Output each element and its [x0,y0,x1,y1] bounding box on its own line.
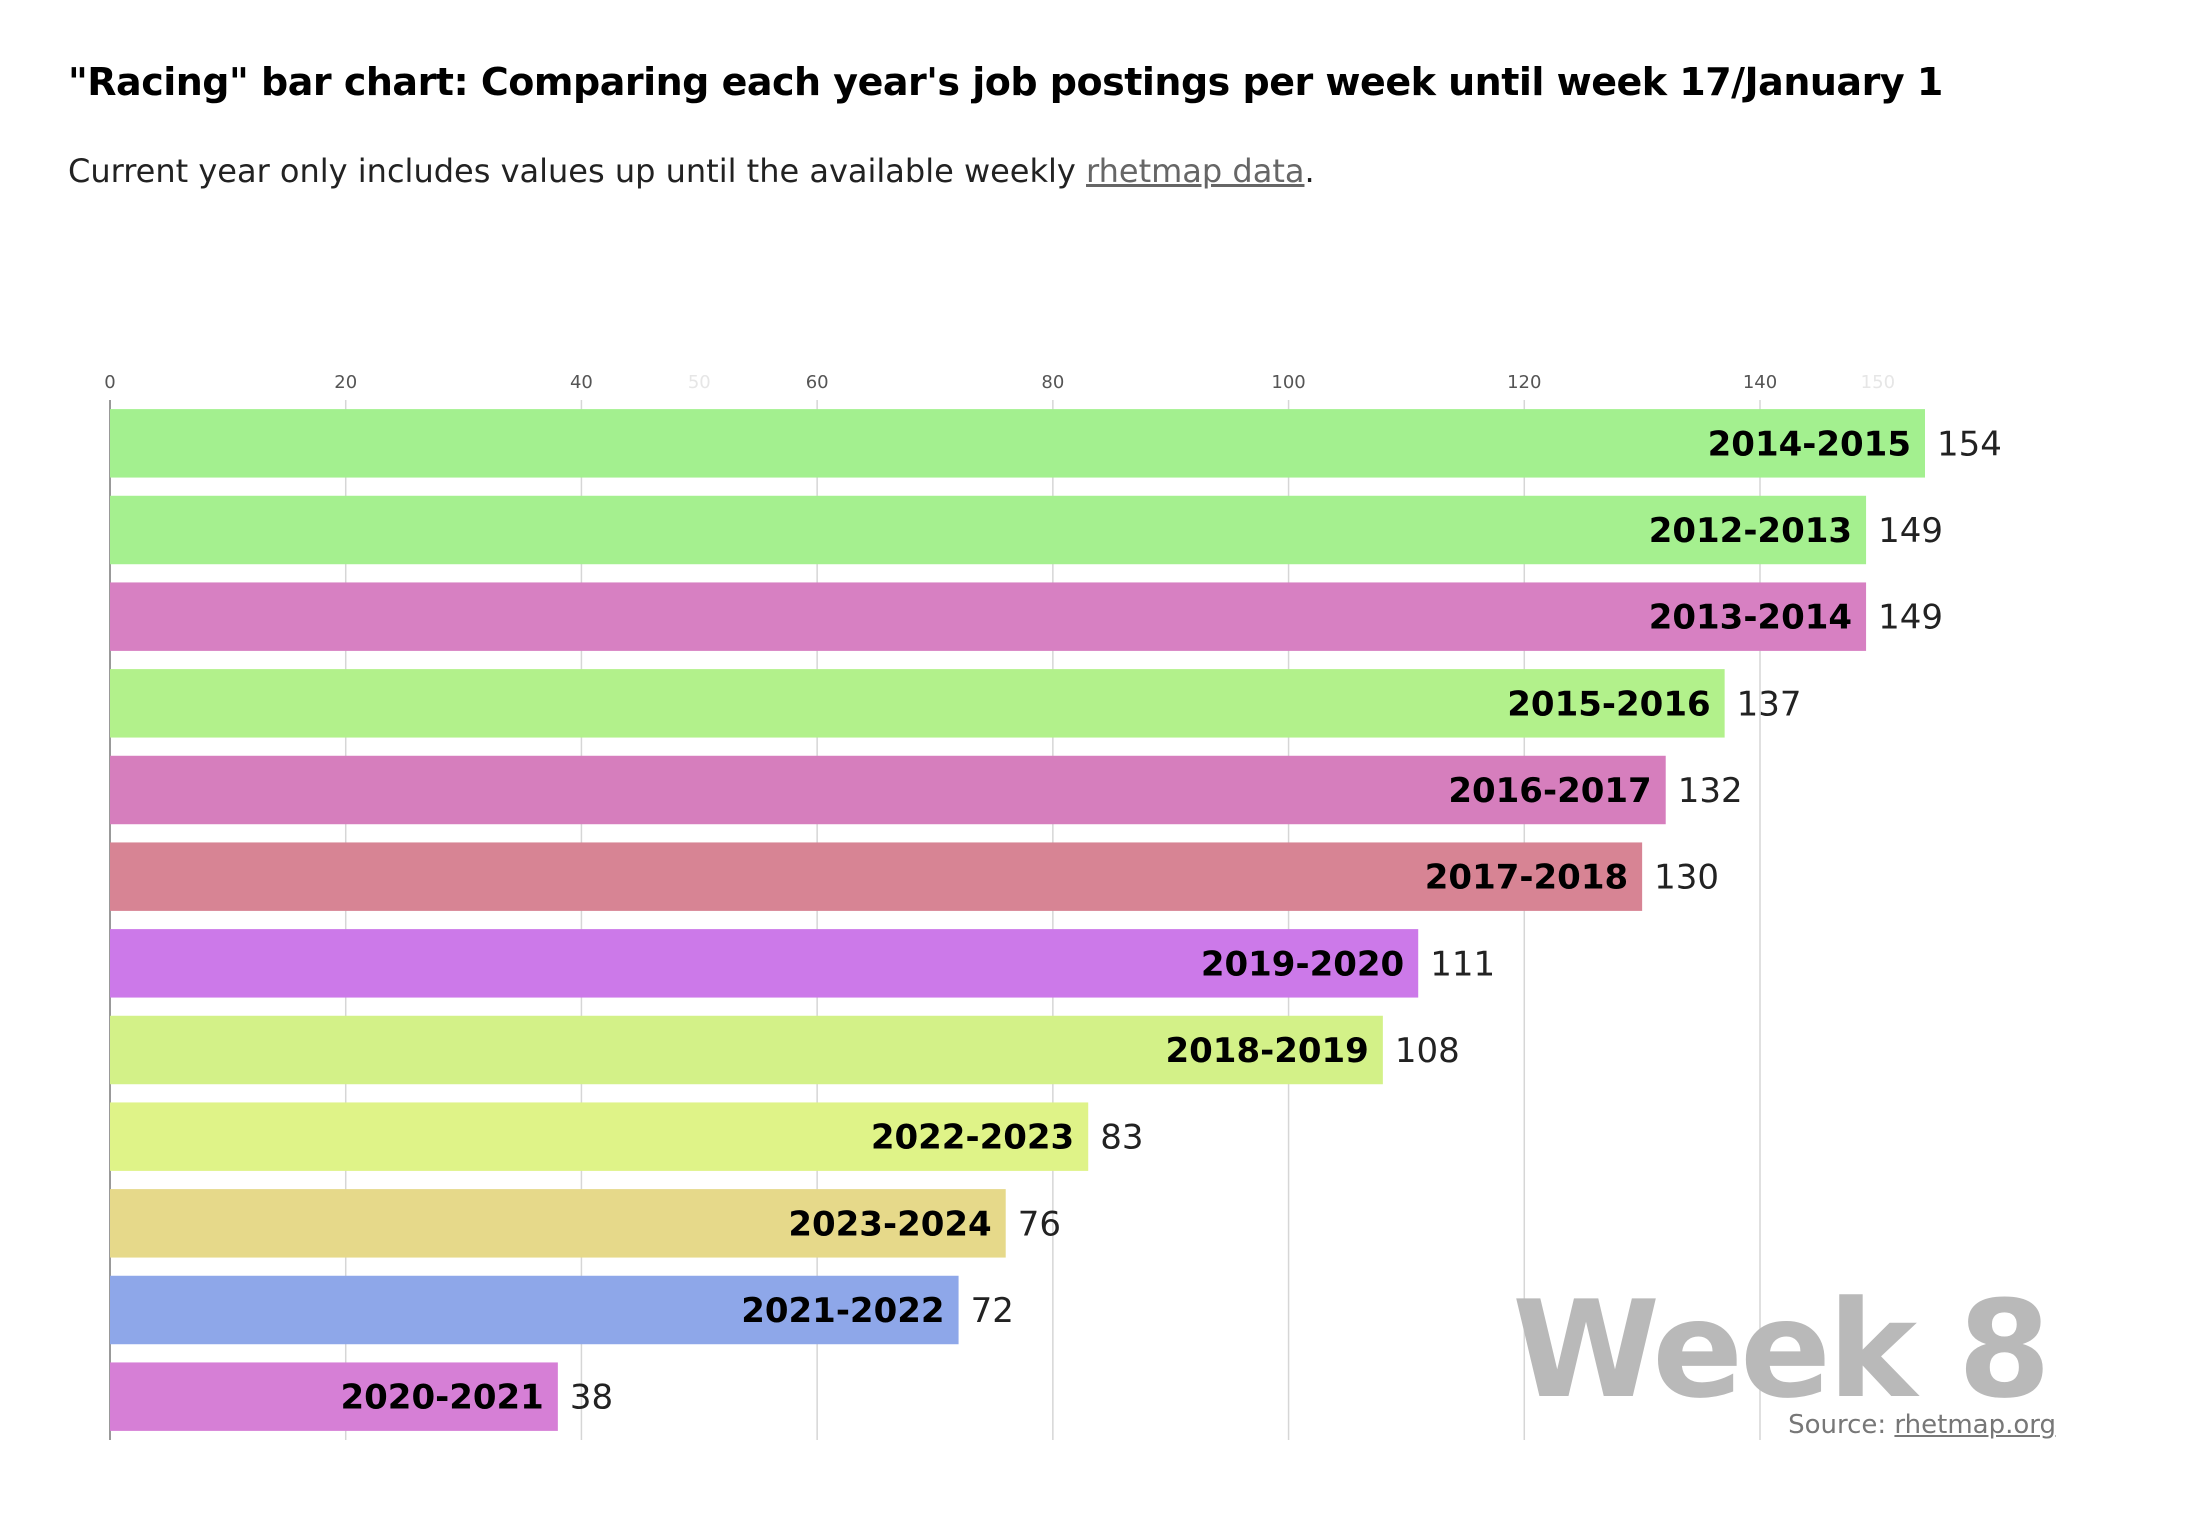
bar-label-2018-2019: 2018-2019 [1165,1031,1368,1071]
subtitle-end: . [1304,152,1315,190]
chart-subtitle: Current year only includes values up unt… [68,152,1315,190]
bar-label-2023-2024: 2023-2024 [788,1204,991,1244]
bar-2013-2014 [110,582,1867,651]
value-label-2017-2018: 130 [1654,858,1719,898]
source-prefix: Source: [1788,1410,1895,1440]
bar-label-2019-2020: 2019-2020 [1201,944,1404,984]
bar-label-2020-2021: 2020-2021 [340,1378,543,1418]
grid-layer: 0 20 40 50 60 80 100 120 140 150 [104,372,1895,1440]
x-tick-label-100: 100 [1271,372,1305,393]
bar-2016-2017 [110,755,1666,825]
value-label-2019-2020: 111 [1430,944,1495,984]
chart-title: "Racing" bar chart: Comparing each year'… [68,60,1943,104]
bar-label-2021-2022: 2021-2022 [741,1291,944,1331]
x-tick-label-50: 50 [688,372,711,393]
value-label-2012-2013: 149 [1878,511,1943,551]
source-credit: Source: rhetmap.org [1788,1410,2056,1440]
bar-label-2017-2018: 2017-2018 [1425,858,1628,898]
bar-label-2012-2013: 2012-2013 [1649,511,1852,551]
bar-2022-2023 [110,1102,1089,1171]
rhetmap-data-link[interactable]: rhetmap data [1086,152,1305,190]
value-label-2018-2019: 108 [1395,1031,1460,1071]
bar-2019-2020 [110,929,1419,998]
value-label-2014-2015: 154 [1937,424,2002,464]
bar-2012-2013 [110,495,1867,565]
bar-2023-2024 [110,1189,1006,1258]
bar-2017-2018 [110,842,1643,911]
value-label-2023-2024: 76 [1018,1204,1061,1244]
value-label-2013-2014: 149 [1878,598,1943,638]
rhetmap-org-link[interactable]: rhetmap.org [1894,1410,2056,1440]
bar-2020-2021 [110,1362,558,1431]
bar-label-2016-2017: 2016-2017 [1448,771,1651,811]
bar-label-2013-2014: 2013-2014 [1649,598,1852,638]
value-label-2020-2021: 38 [570,1378,613,1418]
bar-label-2014-2015: 2014-2015 [1708,424,1911,464]
value-label-2022-2023: 83 [1100,1118,1143,1158]
value-label-2016-2017: 132 [1678,771,1743,811]
x-tick-label-40: 40 [570,372,593,393]
bar-2021-2022 [110,1275,959,1345]
x-tick-label-60: 60 [806,372,829,393]
bar-2018-2019 [110,1015,1383,1085]
x-tick-label-150: 150 [1861,372,1895,393]
x-tick-label-0: 0 [104,372,115,393]
x-tick-label-140: 140 [1743,372,1777,393]
bar-label-2015-2016: 2015-2016 [1507,684,1710,724]
bar-2015-2016 [110,669,1725,738]
bar-label-2022-2023: 2022-2023 [871,1118,1074,1158]
value-label-2021-2022: 72 [971,1291,1014,1331]
week-label: Week 8 [1512,1272,2048,1428]
value-label-2015-2016: 137 [1737,684,1802,724]
x-tick-label-20: 20 [334,372,357,393]
bar-2014-2015 [110,409,1925,478]
x-tick-label-80: 80 [1041,372,1064,393]
bar-layer: 2014-2015 154 2012-2013 149 2013-2014 149 2015… [110,409,2002,1431]
subtitle-text: Current year only includes values up unt… [68,152,1087,190]
x-tick-label-120: 120 [1507,372,1541,393]
